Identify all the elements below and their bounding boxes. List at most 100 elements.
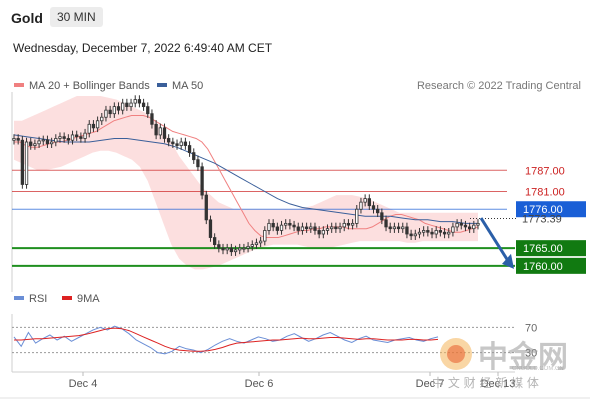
candle-body bbox=[150, 113, 154, 125]
candle bbox=[208, 215, 213, 242]
candle-body bbox=[275, 226, 279, 231]
candle bbox=[121, 98, 125, 115]
candle bbox=[392, 222, 397, 233]
candle bbox=[467, 222, 472, 233]
level-label-1776: 1776.00 bbox=[523, 204, 563, 216]
candle bbox=[275, 222, 279, 235]
candle-body bbox=[233, 249, 238, 253]
rsi-legend-label: RSI bbox=[29, 293, 47, 305]
candle-body bbox=[472, 224, 476, 230]
candle bbox=[12, 134, 16, 145]
candle bbox=[417, 227, 422, 239]
rsi-ma9-line bbox=[14, 327, 439, 352]
candle bbox=[49, 137, 54, 149]
candle bbox=[29, 137, 33, 150]
candle-body bbox=[392, 226, 397, 230]
candle bbox=[250, 240, 254, 251]
candle-body bbox=[66, 138, 70, 141]
candle bbox=[213, 233, 217, 249]
watermark-url: CNGOLD.COM.CN bbox=[512, 366, 564, 372]
candle-body bbox=[355, 208, 359, 224]
candle bbox=[292, 220, 296, 232]
candle-body bbox=[459, 222, 463, 226]
candle bbox=[472, 220, 476, 233]
candle bbox=[233, 245, 238, 256]
x-tick-label: Dec 13 bbox=[481, 378, 516, 390]
forecast-arrow-head bbox=[502, 253, 514, 269]
candle bbox=[350, 219, 355, 230]
candle bbox=[154, 120, 158, 140]
rsi-line bbox=[13, 325, 439, 355]
candle-body bbox=[284, 222, 288, 226]
candle bbox=[463, 220, 468, 232]
watermark-sub: 中 文 财 经 新 媒 体 bbox=[432, 376, 539, 390]
candle-body bbox=[254, 242, 259, 246]
candle bbox=[192, 148, 196, 164]
candle-body bbox=[304, 226, 309, 230]
candle bbox=[388, 222, 392, 233]
candle-body bbox=[167, 138, 171, 143]
candle-body bbox=[133, 99, 137, 104]
candle-body bbox=[16, 138, 20, 141]
candle-body bbox=[75, 134, 79, 138]
candle-body bbox=[300, 226, 305, 231]
watermark: 中金网 中 文 财 经 新 媒 体 CNGOLD.COM.CN bbox=[432, 330, 582, 390]
candle bbox=[242, 243, 246, 253]
candle bbox=[254, 238, 259, 249]
candle bbox=[158, 123, 162, 140]
rsi-level-label-70: 70 bbox=[525, 322, 537, 334]
candle bbox=[83, 128, 87, 143]
candle-body bbox=[350, 222, 355, 226]
candle-body bbox=[238, 247, 242, 251]
candle-body bbox=[146, 106, 150, 115]
candle-body bbox=[41, 139, 45, 142]
candle bbox=[16, 134, 20, 145]
candle-body bbox=[288, 222, 292, 226]
candle-body bbox=[29, 141, 33, 146]
candle-body bbox=[20, 139, 25, 185]
candle-body bbox=[246, 245, 250, 249]
candle-body bbox=[271, 222, 275, 228]
candle bbox=[355, 204, 359, 228]
x-tick-label: Dec 4 bbox=[69, 378, 98, 390]
level-badge-1765 bbox=[516, 240, 586, 257]
candle-body bbox=[309, 226, 313, 230]
candle bbox=[225, 243, 229, 255]
level-label-1760: 1760.00 bbox=[523, 261, 563, 273]
candle bbox=[204, 190, 208, 225]
ma20-line bbox=[14, 115, 479, 238]
candle bbox=[146, 102, 150, 118]
candle-body bbox=[137, 99, 142, 104]
candle-body bbox=[258, 240, 263, 244]
candle-body bbox=[112, 106, 116, 115]
candle-body bbox=[54, 138, 58, 143]
timeframe-button[interactable]: 30 MIN bbox=[50, 7, 103, 27]
candle-body bbox=[296, 226, 300, 231]
candle bbox=[300, 222, 305, 235]
candle-body bbox=[476, 222, 480, 226]
candle bbox=[200, 162, 204, 200]
candle-body bbox=[451, 226, 455, 233]
level-label-1765: 1765.00 bbox=[523, 243, 563, 255]
candle-body bbox=[317, 230, 321, 235]
candle-body bbox=[292, 224, 296, 228]
candle-body bbox=[171, 141, 175, 145]
candle bbox=[112, 102, 116, 118]
candle bbox=[171, 137, 175, 149]
candle-body bbox=[371, 205, 376, 210]
candle-body bbox=[417, 231, 422, 235]
candle bbox=[196, 155, 200, 172]
candle bbox=[363, 194, 367, 207]
candle-body bbox=[359, 201, 363, 210]
candle-body bbox=[83, 132, 87, 139]
candle-body bbox=[129, 102, 133, 108]
candle-body bbox=[95, 120, 100, 129]
candle bbox=[246, 242, 250, 253]
candle-body bbox=[104, 109, 108, 118]
candle bbox=[430, 227, 434, 239]
candle-body bbox=[396, 226, 401, 230]
candle-body bbox=[367, 198, 371, 207]
candle bbox=[183, 137, 188, 150]
candle-body bbox=[401, 226, 405, 230]
candle-body bbox=[179, 141, 183, 146]
